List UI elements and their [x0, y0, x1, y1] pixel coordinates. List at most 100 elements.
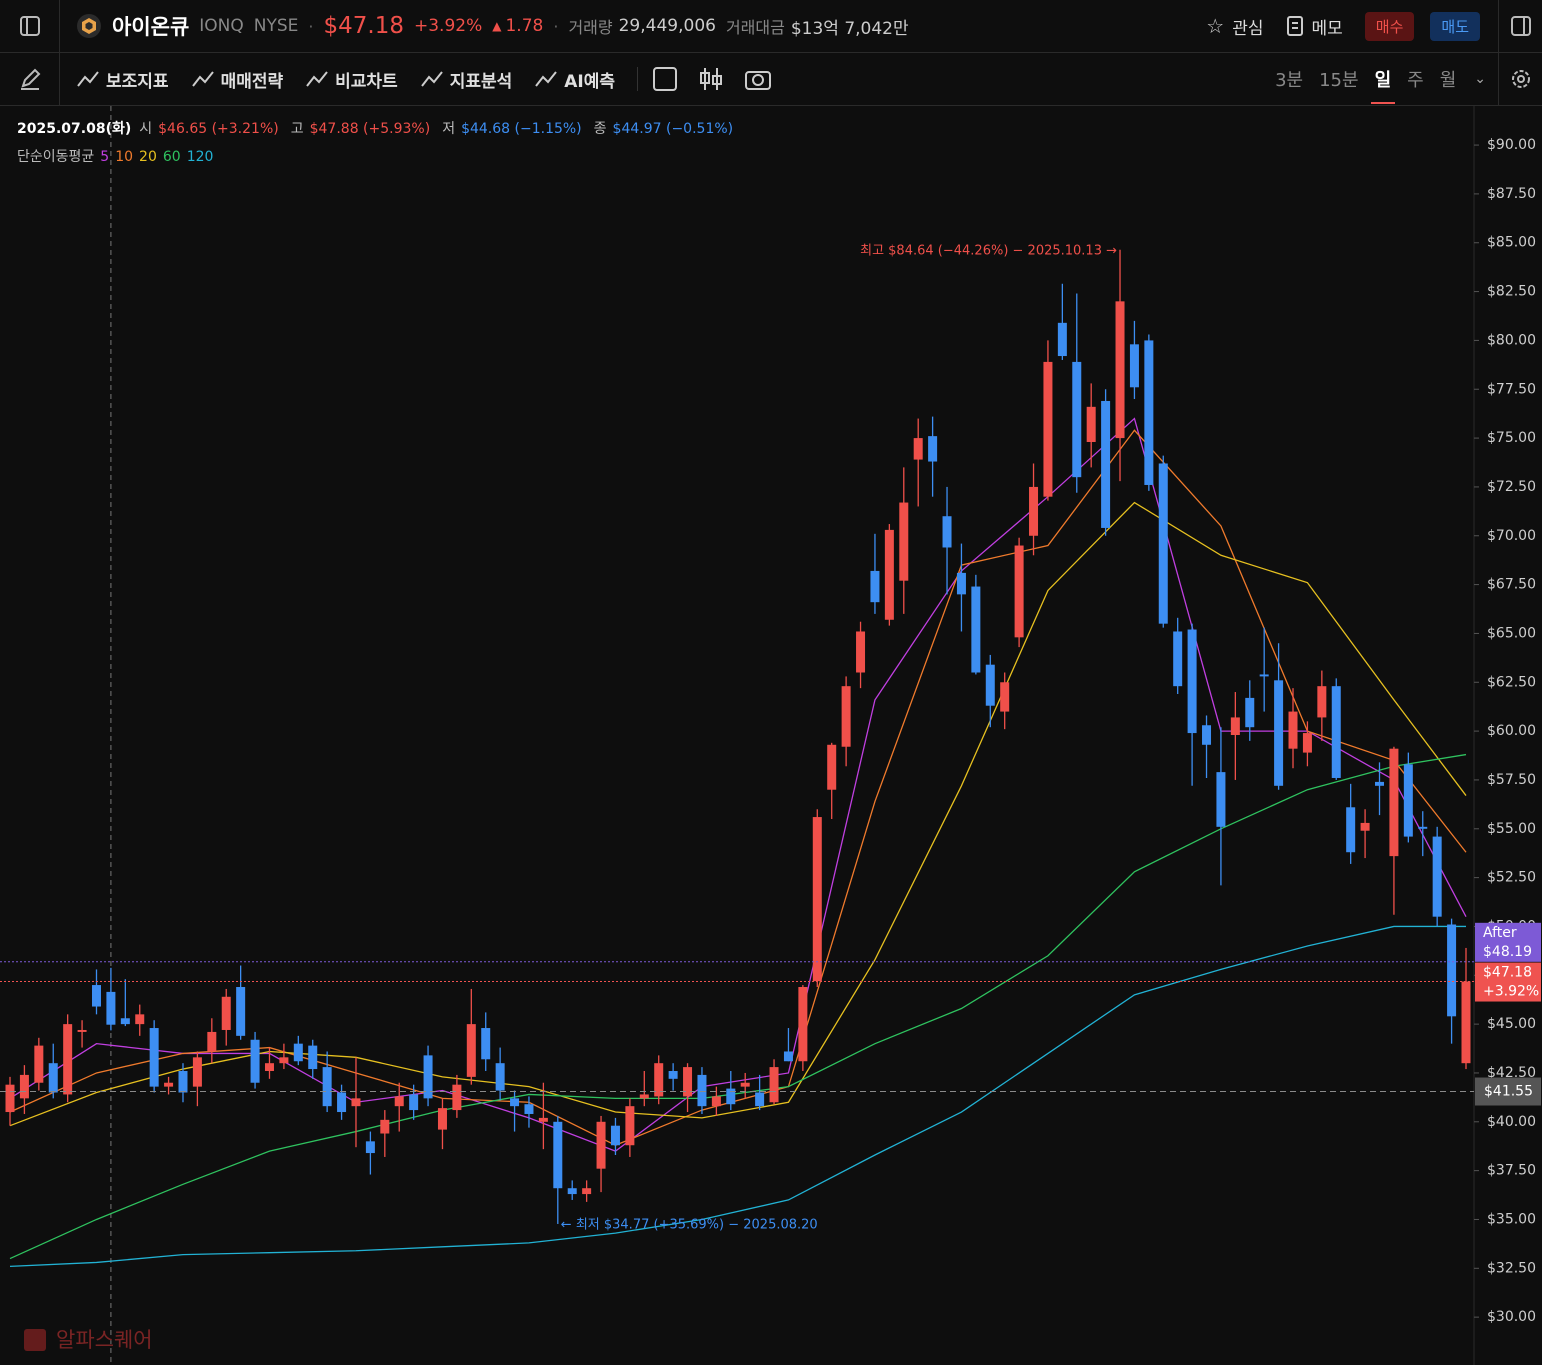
candle-body	[1360, 822, 1370, 831]
timeframe[interactable]: 일	[1370, 66, 1395, 104]
ma-legend-item: 120	[187, 149, 214, 165]
candle-body	[293, 1043, 303, 1062]
candle-body	[1173, 631, 1183, 687]
ma-legend-item: 5	[100, 149, 109, 165]
y-tick-label: $60.00	[1487, 723, 1536, 739]
candle-body	[1029, 486, 1039, 536]
candle-body	[1245, 697, 1255, 728]
tool-button[interactable]: 보조지표	[76, 67, 169, 92]
screenshot-icon[interactable]	[744, 66, 772, 92]
candle-body	[538, 1117, 548, 1122]
last-price: $47.18	[1483, 965, 1532, 981]
info-date: 2025.07.08(화)	[17, 121, 131, 137]
candle-body	[380, 1119, 390, 1134]
candle-icon[interactable]	[698, 66, 724, 92]
candle-body	[524, 1104, 534, 1114]
tool-button[interactable]: 비교차트	[305, 67, 398, 92]
candle-body	[394, 1096, 404, 1107]
icon	[1511, 70, 1530, 88]
separator: ·	[308, 16, 314, 36]
icon	[1510, 16, 1531, 36]
reference-box	[1475, 1077, 1541, 1106]
sell-button[interactable]: 매도	[1430, 11, 1480, 41]
y-tick-label: $45.00	[1487, 1016, 1536, 1032]
candle-body	[409, 1094, 419, 1111]
memo-button[interactable]: 메모	[1311, 18, 1343, 39]
dropdown[interactable]: ⌄	[1474, 71, 1486, 87]
candle-body	[870, 570, 880, 603]
candle-body	[1461, 981, 1471, 1064]
volume-label: 거래량	[568, 18, 613, 37]
candle-body	[120, 1018, 130, 1025]
candle-body	[1331, 686, 1341, 778]
change-pct: +3.92%	[414, 16, 483, 36]
timeframe[interactable]: 15분	[1319, 70, 1359, 91]
candle-body	[48, 1063, 58, 1093]
candle-body	[19, 1074, 29, 1099]
icon	[77, 71, 99, 87]
candle-body	[985, 664, 995, 706]
icon	[306, 71, 328, 87]
chart-type-icon[interactable]	[652, 66, 678, 92]
ma-legend-item: 20	[139, 149, 157, 165]
candle-body	[250, 1039, 260, 1083]
settings[interactable]	[1498, 53, 1542, 105]
tool-button[interactable]: 매매전략	[191, 67, 283, 92]
candle-body	[956, 572, 966, 595]
candle-body	[279, 1057, 289, 1064]
candle-body	[697, 1074, 707, 1107]
tool-label: 지표분석	[449, 71, 513, 92]
candle-body	[769, 1067, 779, 1103]
watermark: 알파스퀘어	[56, 1328, 153, 1352]
stock-info: 아이온큐 IONQ NYSE · $47.18 +3.92% ▲ 1.78 · …	[76, 11, 1206, 41]
candle-body	[1288, 711, 1298, 749]
low-annotation: ← 최저 $34.77 (+35.69%) − 2025.08.20	[561, 1217, 818, 1232]
candle-body	[452, 1084, 462, 1111]
candle-body	[1072, 361, 1082, 478]
timeframe[interactable]: 주	[1407, 70, 1424, 91]
sidebar-toggle[interactable]	[0, 0, 60, 52]
candle-body	[683, 1067, 693, 1097]
buy-button[interactable]: 매수	[1364, 11, 1415, 41]
candle-body	[1202, 725, 1212, 745]
candle-body	[1000, 682, 1010, 712]
candle-body	[928, 436, 938, 462]
candle-body	[106, 991, 116, 1025]
y-tick-label: $70.00	[1487, 528, 1536, 544]
panel-toggle[interactable]	[1498, 0, 1542, 52]
candle-body	[1057, 322, 1067, 357]
tool-button[interactable]: AI예측	[534, 67, 615, 92]
candle-body	[639, 1094, 649, 1099]
volume: 29,449,006	[618, 16, 716, 36]
candle-body	[423, 1055, 433, 1099]
candle-body	[1403, 764, 1413, 837]
candle-body	[1375, 781, 1385, 786]
draw-tool[interactable]	[0, 53, 60, 105]
last-change: +3.92%	[1483, 984, 1539, 1000]
candle-body	[711, 1096, 721, 1107]
candle-body	[337, 1092, 347, 1113]
candle-body	[63, 1024, 73, 1095]
candle-body	[1115, 301, 1125, 439]
watch-button[interactable]: 관심	[1232, 18, 1264, 39]
timeframe[interactable]: 월	[1439, 70, 1457, 91]
y-tick-label: $62.50	[1487, 674, 1536, 690]
candle-body	[466, 1024, 476, 1077]
info-label: 고	[291, 121, 304, 137]
tool-button[interactable]: 지표분석	[420, 67, 513, 92]
info-value: $44.68 (−1.15%)	[461, 121, 582, 137]
candle-body	[207, 1031, 217, 1052]
candle-body	[1302, 733, 1312, 753]
timeframe[interactable]: 3분	[1275, 70, 1304, 91]
candle-body	[322, 1067, 332, 1107]
candle-body	[135, 1014, 145, 1025]
ma-legend-label: 단순이동평균	[17, 149, 94, 165]
icon	[420, 71, 443, 87]
y-tick-label: $75.00	[1487, 430, 1536, 446]
y-tick-label: $42.50	[1487, 1065, 1536, 1081]
info-label: 저	[442, 121, 455, 137]
separator: ·	[553, 16, 559, 36]
candle-body	[654, 1063, 664, 1097]
